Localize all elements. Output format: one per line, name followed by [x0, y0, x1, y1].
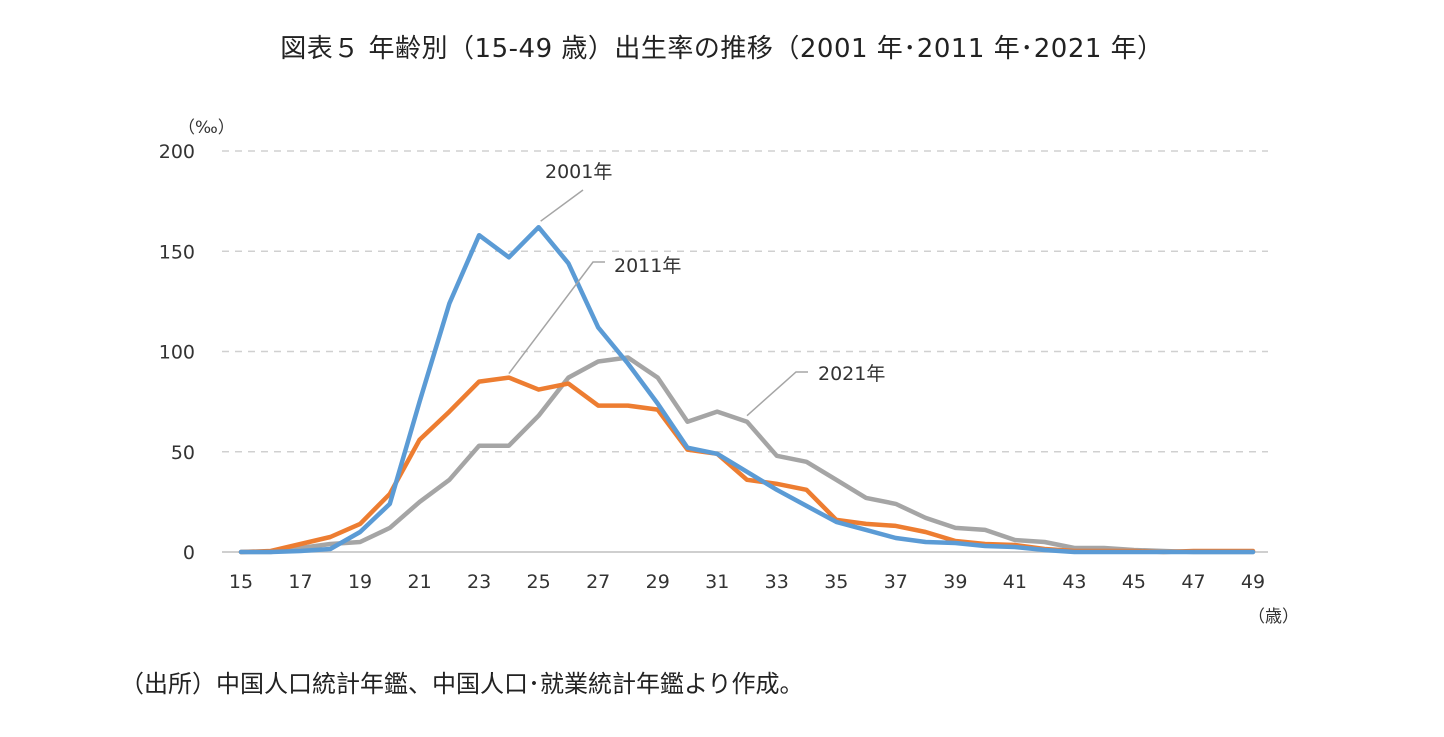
gridlines [222, 150, 1268, 453]
annotation-2011: 2011年 [614, 255, 681, 277]
x-tick-31: 31 [705, 571, 729, 593]
x-tick-47: 47 [1181, 571, 1205, 593]
x-tick-21: 21 [407, 571, 431, 593]
leader-line-2021 [746, 371, 808, 417]
x-tick-27: 27 [586, 571, 610, 593]
x-tick-41: 41 [1003, 571, 1027, 593]
x-tick-45: 45 [1122, 571, 1146, 593]
x-tick-15: 15 [229, 571, 253, 593]
x-tick-43: 43 [1062, 571, 1086, 593]
y-tick-100: 100 [159, 342, 195, 364]
x-tick-49: 49 [1241, 571, 1265, 593]
y-axis-unit: （‰） [178, 118, 235, 138]
leader-line-2011 [508, 261, 605, 375]
y-tick-50: 50 [171, 442, 195, 464]
x-tick-37: 37 [884, 571, 908, 593]
x-tick-29: 29 [646, 571, 670, 593]
y-tick-150: 150 [159, 241, 195, 263]
x-tick-labels: 15 17 19 21 23 25 27 29 31 33 35 37 39 41 43 45 47 49 [229, 571, 1265, 593]
annotation-2021: 2021年 [818, 363, 885, 385]
x-tick-17: 17 [288, 571, 312, 593]
source-note: （出所）中国人口統計年鑑、中国人口･就業統計年鑑より作成。 [120, 670, 804, 698]
series-annotations: 2001年 2011年 2021年 [508, 161, 885, 417]
series-lines [238, 224, 1256, 555]
y-tick-labels: 0 50 100 150 200 [159, 141, 195, 564]
series-line-2021 [238, 355, 1256, 555]
x-tick-39: 39 [943, 571, 967, 593]
y-tick-0: 0 [183, 542, 195, 564]
series-line-2001 [238, 224, 1256, 555]
leader-line-2001 [540, 189, 584, 222]
x-tick-19: 19 [348, 571, 372, 593]
annotation-2001: 2001年 [545, 161, 612, 183]
y-tick-200: 200 [159, 141, 195, 163]
x-tick-35: 35 [824, 571, 848, 593]
x-axis-unit: （歳） [1248, 607, 1299, 627]
x-tick-33: 33 [765, 571, 789, 593]
x-tick-23: 23 [467, 571, 491, 593]
chart-title: 図表５ 年齢別（15-49 歳）出生率の推移（2001 年･2011 年･202… [280, 34, 1164, 64]
x-tick-25: 25 [527, 571, 551, 593]
